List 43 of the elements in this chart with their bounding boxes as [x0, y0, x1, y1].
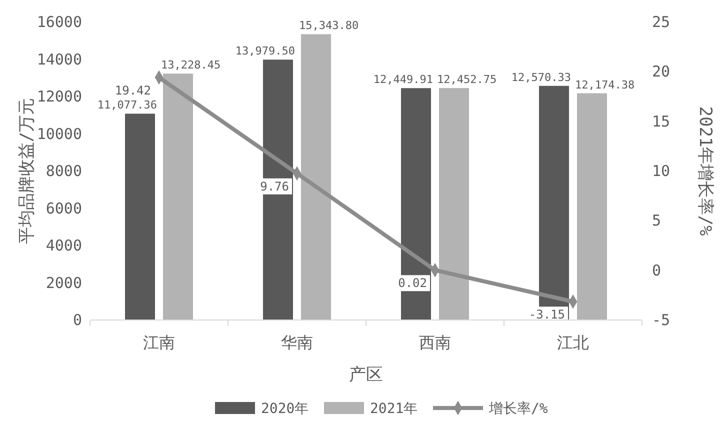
data-label: 12,452.75	[437, 73, 497, 86]
y-axis-title: 平均品牌收益/万元	[17, 98, 37, 244]
y2-tick-label: -5	[652, 311, 670, 329]
y-tick-label: 12000	[36, 88, 82, 106]
data-label: 11,077.36	[97, 98, 157, 112]
x-tick-label: 江北	[557, 333, 589, 352]
legend-label: 2021年	[370, 401, 418, 417]
data-label: 15,343.80	[299, 19, 359, 32]
x-tick-label: 江南	[143, 333, 175, 352]
y-tick-label: 2000	[46, 274, 82, 292]
bar	[439, 88, 469, 320]
data-label: 12,449.91	[373, 73, 433, 86]
y-tick-label: 16000	[36, 13, 82, 31]
data-label: 9.76	[260, 179, 289, 194]
y-tick-label: 4000	[46, 236, 82, 254]
data-label: 12,570.33	[511, 70, 571, 84]
data-label: 0.02	[398, 276, 427, 290]
legend-label: 增长率/%	[488, 401, 548, 417]
y-tick-label: 10000	[36, 124, 82, 143]
y-tick-label: 8000	[46, 162, 82, 180]
data-label: 13,228.45	[161, 58, 221, 72]
bar	[163, 74, 193, 320]
y2-tick-label: 20	[652, 62, 670, 81]
x-axis-title: 产区	[349, 365, 383, 385]
y2-tick-label: 15	[652, 112, 670, 130]
y2-tick-label: 10	[652, 162, 670, 180]
y-tick-label: 0	[72, 311, 82, 329]
bar	[577, 93, 607, 320]
y2-tick-label: 0	[652, 261, 662, 280]
legend-label: 2020年	[261, 401, 309, 417]
data-label: -3.15	[528, 308, 565, 322]
y2-tick-label: 5	[652, 212, 662, 230]
x-tick-label: 华南	[281, 333, 313, 352]
bar	[125, 114, 155, 320]
data-label: 13,979.50	[235, 44, 295, 58]
data-label: 19.42	[114, 83, 151, 98]
y2-tick-label: 25	[652, 13, 670, 31]
y-tick-label: 6000	[46, 199, 82, 218]
y-tick-label: 14000	[36, 50, 82, 68]
bar	[301, 34, 331, 320]
data-label: 12,174.38	[575, 78, 635, 92]
x-tick-label: 西南	[419, 333, 451, 352]
y2-axis-title: 2021年增长率/%	[695, 106, 715, 236]
